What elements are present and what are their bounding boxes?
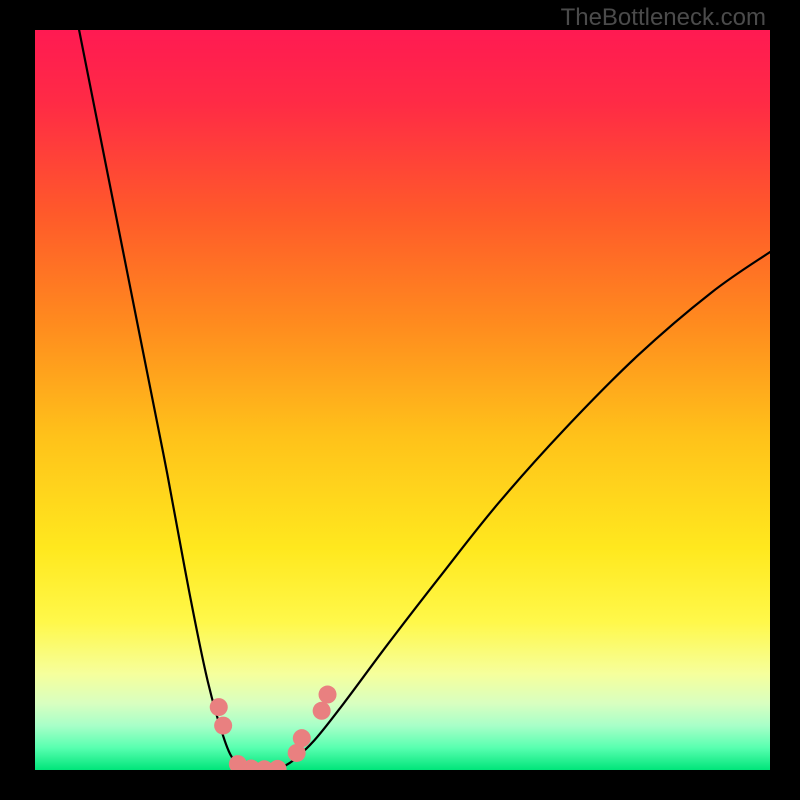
watermark-text: TheBottleneck.com (561, 4, 766, 32)
marker-left-1 (214, 717, 232, 735)
marker-right-0 (269, 760, 287, 778)
marker-right-2 (293, 729, 311, 747)
curve-left-branch (79, 30, 245, 769)
curve-layer (0, 0, 800, 800)
chart-frame: TheBottleneck.com (0, 0, 800, 800)
marker-right-3 (313, 702, 331, 720)
marker-right-4 (319, 686, 337, 704)
marker-left-0 (210, 698, 228, 716)
curve-right-branch (278, 252, 770, 769)
